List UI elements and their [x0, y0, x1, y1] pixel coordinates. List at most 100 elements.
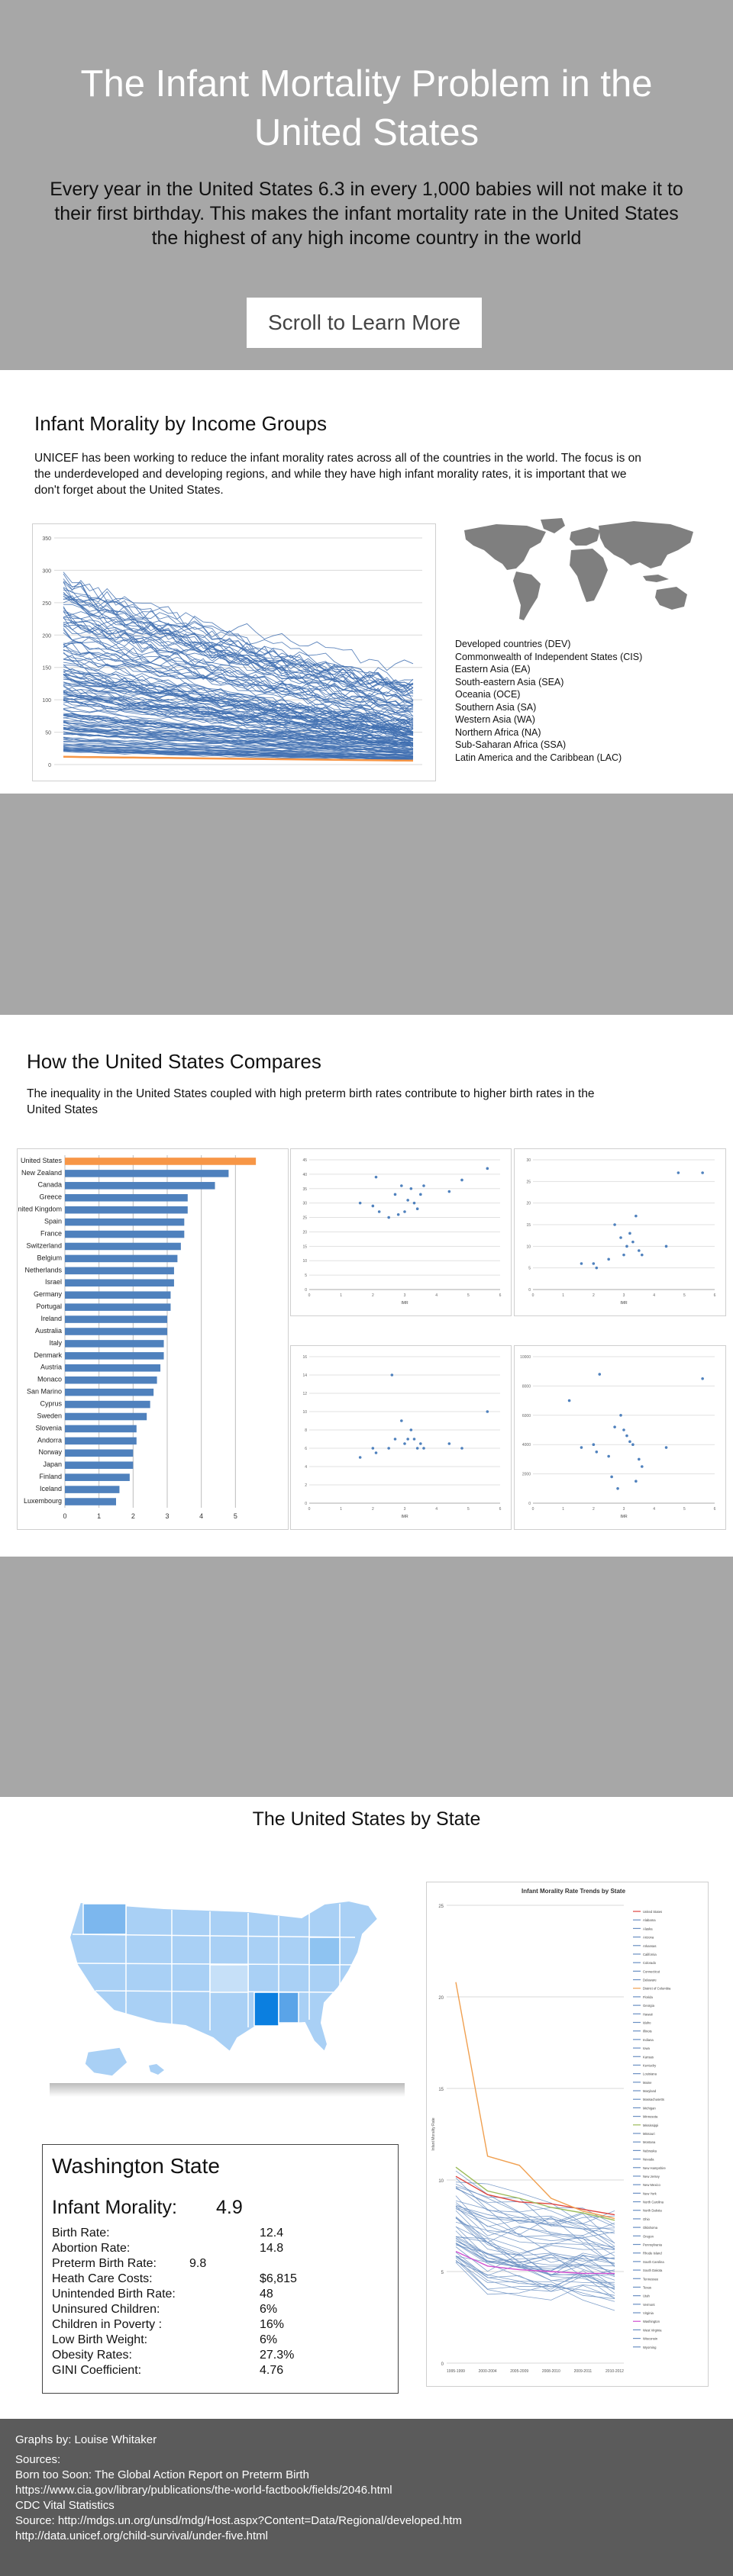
- scatter-point: [403, 1210, 406, 1213]
- state-line: [455, 2207, 615, 2243]
- country-line: [63, 698, 414, 739]
- scatter-point: [701, 1171, 704, 1174]
- chart-title: Infant Morality Rate Trends by State: [521, 1888, 626, 1895]
- y-tick-label: 10: [302, 1410, 307, 1415]
- infant-mortality-value: 4.9: [216, 2197, 243, 2218]
- scatter-point: [393, 1193, 397, 1196]
- category-label: Japan: [43, 1460, 62, 1468]
- europe-shape: [570, 527, 600, 546]
- infant-mortality-stat: Infant Morality: 4.9: [52, 2197, 243, 2219]
- scatter-point: [598, 1373, 602, 1376]
- category-label: Canada: [37, 1181, 62, 1189]
- hawaii-shape: [149, 2064, 164, 2075]
- footer: Graphs by: Louise Whitaker Sources: Born…: [0, 2419, 733, 2576]
- scatter-point: [419, 1193, 422, 1196]
- state-line: [455, 2252, 615, 2302]
- y-tick-label: 250: [42, 601, 51, 607]
- bar: [65, 1340, 164, 1348]
- region-item: South-eastern Asia (SEA): [455, 676, 564, 687]
- y-axis-label: Infant Morality Rate: [431, 2117, 436, 2151]
- legend-label: Nevada: [643, 2158, 654, 2162]
- country-line: [63, 675, 414, 735]
- x-tick-label: 2: [131, 1512, 135, 1520]
- legend-label: North Dakota: [643, 2209, 662, 2213]
- scatter-chart-2: 0 5 10 15 20 25 30 0 1 2 3 4 5 6 IMR: [514, 1148, 726, 1316]
- country-line: [63, 607, 414, 692]
- country-line: [63, 621, 414, 697]
- country-line: [63, 652, 414, 713]
- country-line: [63, 622, 414, 694]
- y-tick-label: 10: [438, 2179, 444, 2184]
- bar: [65, 1254, 178, 1263]
- x-tick-label: 3: [623, 1507, 625, 1512]
- legend-label: District of Columbia: [643, 1987, 671, 1991]
- country-line: [63, 692, 414, 733]
- scatter-point: [393, 1438, 397, 1441]
- legend-label: Indiana: [643, 2038, 654, 2042]
- state-line: [455, 2187, 615, 2247]
- y-tick-label: 100: [42, 698, 51, 704]
- y-tick-label: 35: [302, 1187, 307, 1192]
- x-tick-label: 2000-2004: [479, 2369, 497, 2374]
- category-label: Switzerland: [26, 1241, 62, 1249]
- state-line: [455, 2186, 615, 2236]
- state-info-card: Washington State Infant Morality: 4.9 Bi…: [42, 2144, 399, 2394]
- country-line: [63, 724, 414, 745]
- y-tick-label: 10: [302, 1259, 307, 1264]
- state-stat-value: 12.4: [260, 2227, 284, 2240]
- us-state-map[interactable]: [50, 1889, 405, 2098]
- scroll-to-learn-more-button[interactable]: Scroll to Learn More: [247, 298, 482, 348]
- y-tick-label: 15: [526, 1223, 531, 1228]
- country-line: [63, 707, 414, 742]
- country-line: [63, 624, 414, 697]
- region-item: Northern Africa (NA): [455, 726, 541, 738]
- country-line: [63, 715, 414, 747]
- united-states-line: [63, 755, 414, 762]
- state-line: [455, 2262, 615, 2311]
- scatter-point: [358, 1201, 362, 1205]
- country-line: [63, 658, 414, 730]
- y-tick-label: 15: [438, 2088, 444, 2092]
- category-label: San Marino: [27, 1388, 62, 1396]
- x-axis-label: IMR: [620, 1301, 628, 1306]
- country-line: [63, 606, 414, 726]
- hero-banner: The Infant Mortality Problem in the Unite…: [0, 0, 733, 370]
- page-title: The Infant Mortality Problem in the Unite…: [80, 63, 653, 153]
- scatter-point: [619, 1414, 622, 1417]
- y-tick-label: 2000: [522, 1473, 531, 1477]
- x-tick-label: 3: [623, 1293, 625, 1298]
- country-line: [63, 591, 414, 711]
- y-tick-label: 10: [526, 1245, 531, 1249]
- scatter-point: [638, 1457, 641, 1461]
- x-tick-label: 4: [653, 1507, 655, 1512]
- x-tick-label: 2005-2009: [510, 2369, 528, 2374]
- scatter-point: [486, 1167, 489, 1170]
- category-label: Italy: [49, 1339, 62, 1347]
- x-tick-label: 6: [499, 1293, 502, 1298]
- legend-label: Oklahoma: [643, 2226, 658, 2230]
- africa-shape: [570, 549, 608, 602]
- x-tick-label: 1: [562, 1507, 564, 1512]
- scatter-point: [447, 1442, 451, 1445]
- bar: [65, 1461, 134, 1470]
- x-tick-label: 2: [593, 1507, 595, 1512]
- country-line: [63, 628, 414, 712]
- country-line: [63, 676, 414, 722]
- state-line: [455, 2260, 615, 2294]
- scatter-point: [409, 1428, 413, 1431]
- bar: [65, 1230, 185, 1238]
- country-line: [63, 580, 414, 684]
- country-line: [63, 655, 414, 736]
- x-tick-label: 6: [714, 1507, 716, 1512]
- legend-label: New York: [643, 2191, 657, 2195]
- legend-label: Tennessee: [643, 2277, 659, 2281]
- source-item: Born too Soon: The Global Action Report …: [15, 2468, 309, 2481]
- legend-label: Washington: [643, 2320, 660, 2323]
- y-tick-label: 0: [48, 763, 51, 768]
- legend-label: Kansas: [643, 2055, 654, 2059]
- scatter-point: [638, 1249, 641, 1252]
- category-label: United States: [21, 1157, 63, 1164]
- x-tick-label: 5: [234, 1512, 237, 1520]
- state-line: [455, 2256, 615, 2299]
- x-tick-label: 0: [532, 1293, 534, 1298]
